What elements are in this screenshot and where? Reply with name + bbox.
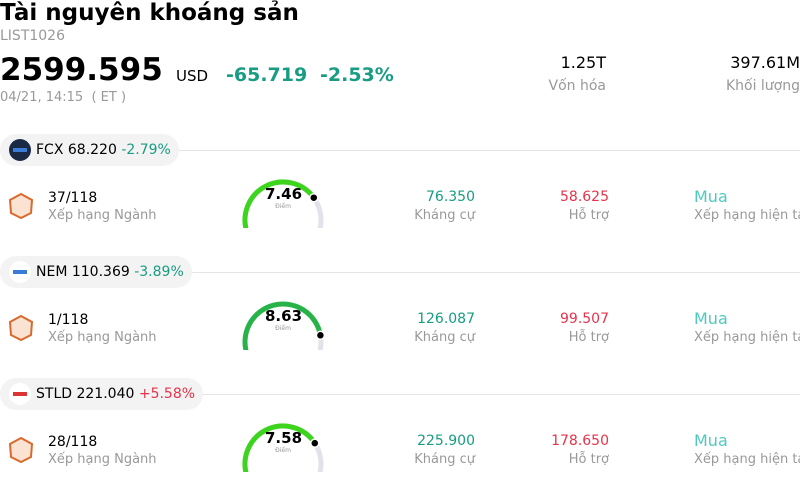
- logo: [9, 383, 31, 405]
- score-label: Điểm: [275, 325, 291, 332]
- rank: 1/118: [48, 312, 89, 328]
- score-label: Điểm: [275, 447, 291, 454]
- gauge: [242, 301, 326, 350]
- rank-icon: [8, 192, 34, 220]
- ticker: FCX: [36, 142, 64, 158]
- resistance: 126.087: [417, 311, 475, 327]
- change-pct: -2.53%: [320, 64, 394, 86]
- stat-value: 397.61M: [730, 53, 800, 72]
- change: -65.719: [226, 64, 308, 86]
- resistance: 225.900: [417, 433, 475, 449]
- change: -3.89%: [134, 264, 184, 280]
- rank-icon: [8, 436, 34, 464]
- rating: Mua: [694, 187, 728, 206]
- time: 04/21, 14:15 ( ET ): [0, 90, 127, 105]
- divider: [170, 272, 800, 273]
- gauge: [242, 423, 324, 472]
- support: 178.650: [551, 433, 609, 449]
- ticker: NEM: [36, 264, 68, 280]
- currency: USD: [176, 67, 209, 85]
- price: 110.369: [71, 264, 130, 280]
- support: 58.625: [560, 189, 609, 205]
- stat-label: Khối lượng: [725, 78, 800, 94]
- stock-pill[interactable]: NEM 110.369 -3.89%: [0, 256, 192, 288]
- logo: [9, 261, 31, 283]
- rank: 28/118: [48, 434, 98, 450]
- ticker: STLD: [36, 386, 73, 402]
- score: 7.58: [265, 429, 303, 447]
- score-label: Điểm: [275, 203, 291, 210]
- divider: [170, 150, 800, 151]
- gauge-fill: [242, 423, 318, 472]
- gauge-fill: [242, 179, 317, 228]
- rank-label: Xếp hạng Ngành: [48, 452, 157, 467]
- stat-label: Vốn hóa: [548, 78, 606, 94]
- rating-label: Xếp hạng hiện tại: [694, 330, 800, 345]
- resistance-label: Kháng cự: [414, 452, 475, 467]
- change: +5.58%: [138, 386, 196, 402]
- support: 99.507: [560, 311, 609, 327]
- support-label: Hỗ trợ: [568, 330, 609, 345]
- gauge-fill: [242, 301, 323, 350]
- rating: Mua: [694, 431, 728, 450]
- rating: Mua: [694, 309, 728, 328]
- stock-pill[interactable]: STLD 221.040 +5.58%: [0, 378, 204, 410]
- resistance-label: Kháng cự: [414, 330, 475, 345]
- rank-label: Xếp hạng Ngành: [48, 330, 157, 345]
- support-label: Hỗ trợ: [568, 208, 609, 223]
- code: LIST1026: [0, 28, 65, 44]
- score: 7.46: [265, 185, 303, 203]
- stat-value: 1.25T: [560, 53, 606, 72]
- resistance: 76.350: [426, 189, 475, 205]
- title: Tài nguyên khoáng sản: [0, 0, 299, 26]
- rank-label: Xếp hạng Ngành: [48, 208, 157, 223]
- change: -2.79%: [121, 142, 171, 158]
- rating-label: Xếp hạng hiện tại: [694, 208, 800, 223]
- price: 221.040: [76, 386, 135, 402]
- rank: 37/118: [48, 190, 98, 206]
- price: 68.220: [67, 142, 117, 158]
- support-label: Hỗ trợ: [568, 452, 609, 467]
- resistance-label: Kháng cự: [414, 208, 475, 223]
- divider: [170, 394, 800, 395]
- logo: [9, 139, 31, 161]
- price: 2599.595: [0, 52, 163, 88]
- rank-icon: [8, 314, 34, 342]
- score: 8.63: [265, 307, 303, 325]
- gauge: [242, 179, 324, 228]
- rating-label: Xếp hạng hiện tại: [694, 452, 800, 467]
